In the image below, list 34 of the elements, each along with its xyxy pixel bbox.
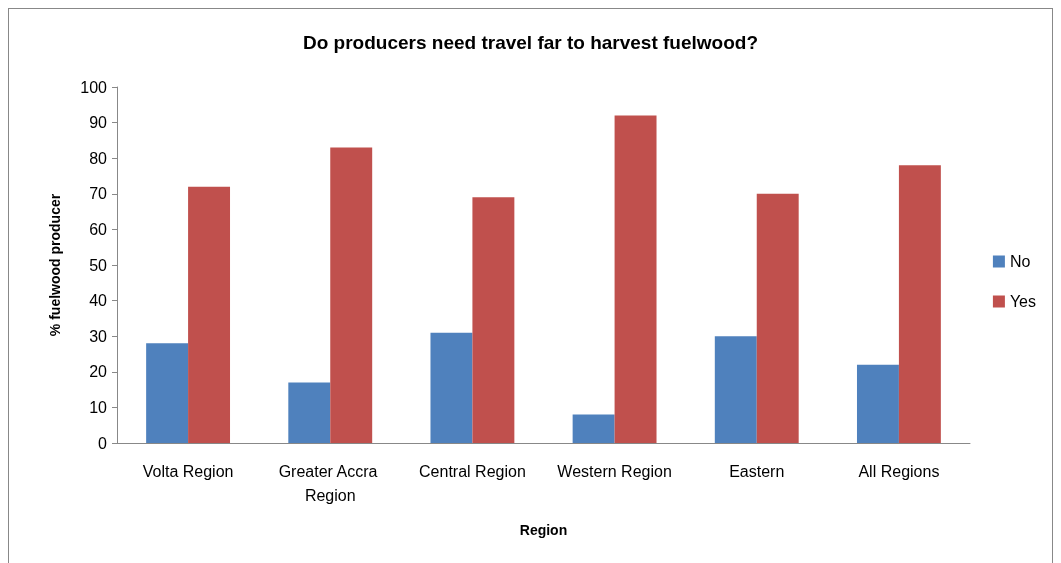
bar [572,414,615,443]
bar [714,336,757,443]
y-tick-label: 60 [89,220,108,238]
chart-title: Do producers need travel far to harvest fuelwood? [302,32,759,53]
bar [188,186,231,443]
y-tick-label: 100 [80,78,108,96]
bar [330,147,373,443]
x-axis-title: Region [519,522,568,538]
y-tick-label: 0 [98,434,108,452]
y-axis-title: % fuelwood producer [47,193,63,337]
x-tick-label: Greater Accra Region [278,462,382,504]
bar [898,165,941,443]
y-tick-label: 20 [89,363,108,381]
x-tick-label: Volta Region [142,462,234,480]
bar [856,364,899,443]
y-tick-label: 90 [89,114,108,132]
x-tick-label: Central Region [419,462,526,480]
x-tick-label: Eastern [729,462,785,480]
y-tick-label: 70 [89,185,108,203]
x-tick-label: Western Region [557,462,672,480]
bar [146,343,189,443]
x-tick-label: All Regions [858,462,940,480]
y-tick-label: 30 [89,327,108,345]
y-tick-label: 80 [89,149,108,167]
y-tick-label: 40 [89,292,108,310]
legend-label: Yes [1009,293,1037,310]
y-tick-label: 10 [89,398,108,416]
bar [756,193,799,443]
bar [614,115,657,443]
legend-label: No [1009,253,1031,270]
bar [430,332,473,443]
bar [472,197,515,443]
bar [288,382,331,443]
y-tick-label: 50 [89,256,108,274]
